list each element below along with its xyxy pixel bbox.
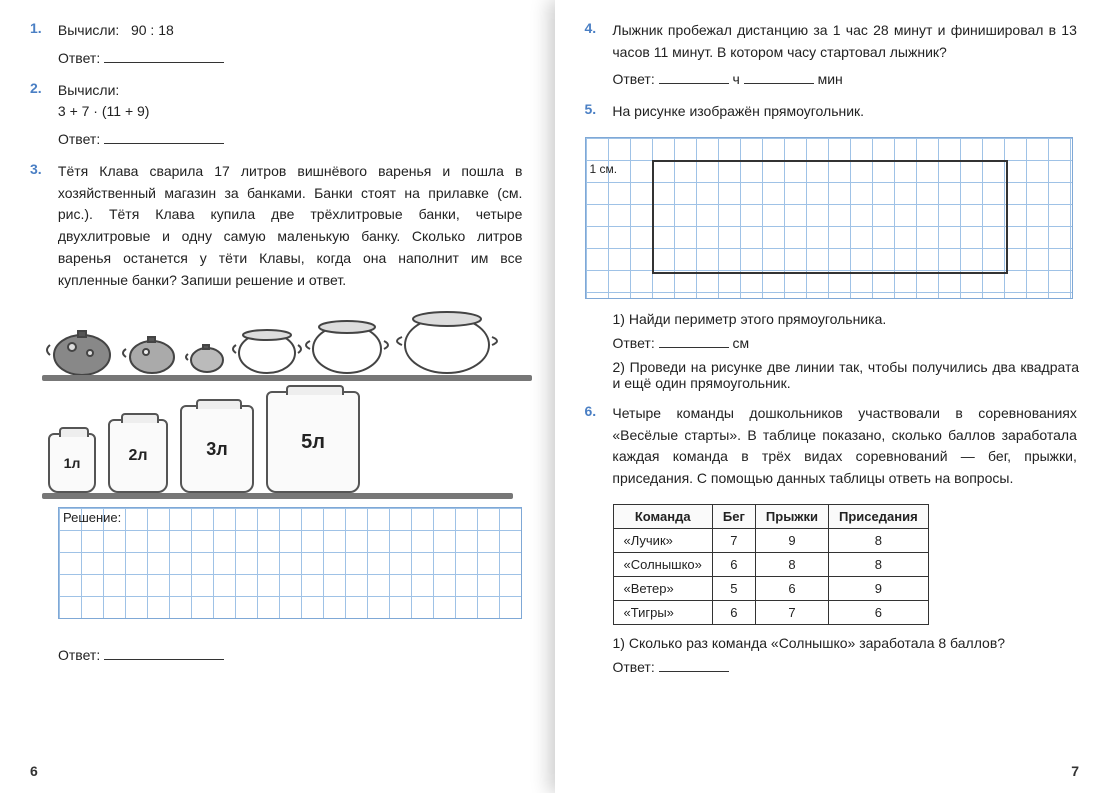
q1-expr: 90 : 18 [131, 22, 174, 38]
table-cell: «Солнышко» [613, 552, 712, 576]
perimeter-blank[interactable] [659, 333, 729, 348]
task-body: Вычисли: 3 + 7 · (11 + 9) [58, 80, 523, 123]
q4-answer: Ответ: ч мин [613, 69, 1080, 87]
q6-sub1: 1) Сколько раз команда «Солнышко» зарабо… [613, 635, 1080, 651]
jar-2л: 2л [108, 419, 168, 493]
jar-5л: 5л [266, 391, 360, 493]
q2-answer: Ответ: [58, 129, 525, 147]
q2-expr: 3 + 7 · (11 + 9) [58, 103, 150, 119]
answer-blank[interactable] [659, 657, 729, 672]
task-number: 1. [30, 20, 54, 36]
solution-grid[interactable]: Решение: [58, 507, 522, 619]
table-cell: 6 [712, 600, 755, 624]
answer-label: Ответ: [613, 71, 655, 87]
q5-intro: На рисунке изображён прямоугольник. [612, 101, 1077, 123]
col-header: Команда [613, 504, 712, 528]
table-cell: 6 [829, 600, 929, 624]
page-6: 1. Вычисли: 90 : 18 Ответ: 2. Вычисли: 3… [0, 0, 555, 793]
q5-answer: Ответ: см [613, 333, 1080, 351]
answer-label: Ответ: [58, 50, 100, 66]
table-row: «Лучик»798 [613, 528, 928, 552]
jar-shelf [42, 493, 513, 499]
answer-label: Ответ: [613, 335, 655, 351]
q6-text: Четыре команды дошкольников участвовали … [612, 403, 1077, 490]
pots-illustration [42, 305, 532, 385]
q2-label: Вычисли: [58, 82, 119, 98]
q5-part2: 2) Проведи на рисунке две линии так, что… [613, 359, 1080, 391]
answer-label: Ответ: [613, 659, 655, 675]
table-cell: 8 [755, 552, 828, 576]
solution-label: Решение: [63, 510, 121, 525]
task-6: 6. Четыре команды дошкольников участвова… [585, 403, 1080, 490]
table-body: «Лучик»798«Солнышко»688«Ветер»569«Тигры»… [613, 528, 928, 624]
task-2: 2. Вычисли: 3 + 7 · (11 + 9) Ответ: [30, 80, 525, 147]
jar-1л: 1л [48, 433, 96, 493]
answer-blank[interactable] [104, 48, 224, 63]
jars-row: 1л2л3л5л [42, 391, 525, 493]
task-number: 2. [30, 80, 54, 96]
table-cell: 9 [755, 528, 828, 552]
table-cell: 6 [712, 552, 755, 576]
table-cell: «Лучик» [613, 528, 712, 552]
table-cell: 7 [755, 600, 828, 624]
table-cell: 6 [755, 576, 828, 600]
task-number: 5. [585, 101, 609, 117]
q6-answer: Ответ: [613, 657, 1080, 675]
task-number: 3. [30, 161, 54, 177]
col-header: Приседания [829, 504, 929, 528]
task-number: 4. [585, 20, 609, 36]
page-number: 7 [1071, 763, 1079, 779]
page-7: 4. Лыжник пробежал дистанцию за 1 час 28… [555, 0, 1109, 793]
cm-label: 1 см. [590, 162, 618, 176]
task-number: 6. [585, 403, 609, 419]
answer-label: Ответ: [58, 131, 100, 147]
q4-text: Лыжник пробежал дистанцию за 1 час 28 ми… [612, 20, 1077, 63]
q1-label: Вычисли: [58, 22, 119, 38]
hours-unit: ч [733, 71, 740, 87]
answer-blank[interactable] [104, 645, 224, 660]
results-table: КомандаБегПрыжкиПриседания «Лучик»798«Со… [613, 504, 929, 625]
rectangle-grid[interactable]: 1 см. [585, 137, 1073, 299]
task-4: 4. Лыжник пробежал дистанцию за 1 час 28… [585, 20, 1080, 87]
q3-text: Тётя Клава сварила 17 литров вишнёвого в… [58, 161, 523, 291]
task-1: 1. Вычисли: 90 : 18 Ответ: [30, 20, 525, 66]
table-row: «Ветер»569 [613, 576, 928, 600]
minutes-unit: мин [818, 71, 843, 87]
book-spread: 1. Вычисли: 90 : 18 Ответ: 2. Вычисли: 3… [0, 0, 1109, 793]
minutes-blank[interactable] [744, 69, 814, 84]
answer-label: Ответ: [58, 647, 100, 663]
jar-3л: 3л [180, 405, 254, 493]
table-cell: 9 [829, 576, 929, 600]
rectangle-shape [652, 160, 1008, 274]
table-cell: 8 [829, 528, 929, 552]
table-cell: «Ветер» [613, 576, 712, 600]
q1-answer: Ответ: [58, 48, 525, 66]
task-3: 3. Тётя Клава сварила 17 литров вишнёвог… [30, 161, 525, 291]
table-cell: 7 [712, 528, 755, 552]
answer-blank[interactable] [104, 129, 224, 144]
table-row: «Тигры»676 [613, 600, 928, 624]
hours-blank[interactable] [659, 69, 729, 84]
task-body: Вычисли: 90 : 18 [58, 20, 523, 42]
page-number: 6 [30, 763, 38, 779]
table-cell: 5 [712, 576, 755, 600]
col-header: Прыжки [755, 504, 828, 528]
cm-unit: см [733, 335, 750, 351]
table-cell: 8 [829, 552, 929, 576]
table-row: «Солнышко»688 [613, 552, 928, 576]
task-5: 5. На рисунке изображён прямоугольник. [585, 101, 1080, 123]
q5-part1: 1) Найди периметр этого прямоугольника. [613, 311, 1080, 327]
q3-answer: Ответ: [58, 645, 525, 663]
table-header-row: КомандаБегПрыжкиПриседания [613, 504, 928, 528]
col-header: Бег [712, 504, 755, 528]
table-cell: «Тигры» [613, 600, 712, 624]
